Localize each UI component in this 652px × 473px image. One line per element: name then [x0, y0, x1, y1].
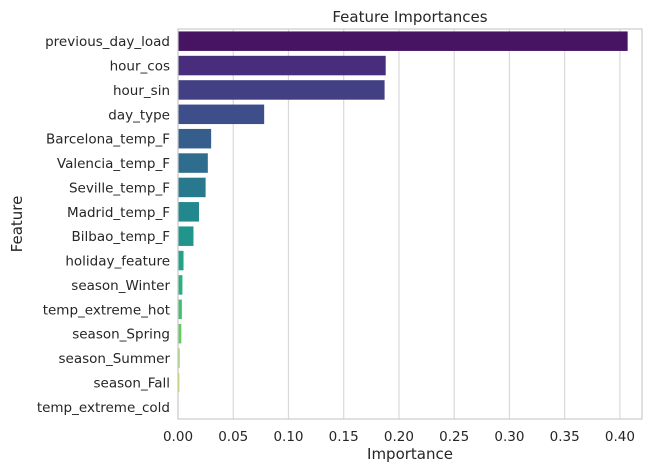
y-tick-label: hour_sin	[113, 83, 170, 99]
x-axis-label: Importance	[367, 445, 453, 463]
bar-Valencia_temp_F	[178, 153, 208, 173]
x-tick-label: 0.25	[439, 429, 469, 445]
x-tick-labels: 0.00 0.05 0.10 0.15 0.20 0.25 0.30 0.35 0.40	[163, 429, 635, 445]
bar-hour_cos	[178, 55, 386, 76]
y-tick-labels: previous_day_load hour_cos hour_sin day_typ…	[37, 34, 171, 416]
y-tick-label: holiday_feature	[65, 254, 170, 270]
y-tick-label: previous_day_load	[45, 34, 170, 50]
chart-title: Feature Importances	[332, 8, 487, 26]
y-tick-label: season_Summer	[59, 351, 171, 367]
x-tick-label: 0.05	[218, 429, 248, 445]
y-tick-label: season_Winter	[71, 278, 170, 294]
y-tick-label: Seville_temp_F	[69, 180, 170, 196]
bar-previous_day_load	[178, 31, 628, 51]
bar-season_Winter	[178, 275, 183, 295]
x-tick-label: 0.10	[273, 429, 303, 445]
bar-temp_extreme_hot	[178, 299, 182, 320]
x-tick-label: 0.30	[494, 429, 524, 445]
y-tick-label: day_type	[108, 107, 170, 123]
bar-season_Summer	[178, 348, 180, 368]
bar-season_Fall	[178, 372, 180, 393]
y-tick-label: Madrid_temp_F	[67, 205, 170, 221]
y-tick-label: season_Fall	[93, 375, 170, 391]
y-tick-label: Bilbao_temp_F	[72, 229, 170, 245]
y-axis-label: Feature	[8, 196, 26, 253]
y-tick-label: temp_extreme_hot	[43, 302, 170, 318]
x-tick-label: 0.00	[163, 429, 193, 445]
bar-day_type	[178, 104, 265, 125]
y-tick-label: temp_extreme_cold	[37, 400, 170, 416]
x-tick-label: 0.40	[605, 429, 635, 445]
bar-Seville_temp_F	[178, 177, 206, 198]
x-tick-label: 0.20	[384, 429, 414, 445]
bars	[178, 31, 628, 393]
y-tick-label: hour_cos	[110, 59, 170, 75]
bar-holiday_feature	[178, 250, 184, 271]
plot-frame	[177, 28, 643, 420]
bar-season_Spring	[178, 323, 182, 344]
y-tick-label: Valencia_temp_F	[57, 156, 170, 172]
bar-hour_sin	[178, 80, 385, 100]
x-tick-label: 0.35	[550, 429, 580, 445]
x-tick-label: 0.15	[329, 429, 359, 445]
bar-Madrid_temp_F	[178, 202, 199, 222]
bar-Barcelona_temp_F	[178, 128, 212, 149]
y-tick-label: season_Spring	[72, 327, 170, 343]
y-tick-label: Barcelona_temp_F	[46, 132, 170, 148]
bar-Bilbao_temp_F	[178, 226, 194, 246]
